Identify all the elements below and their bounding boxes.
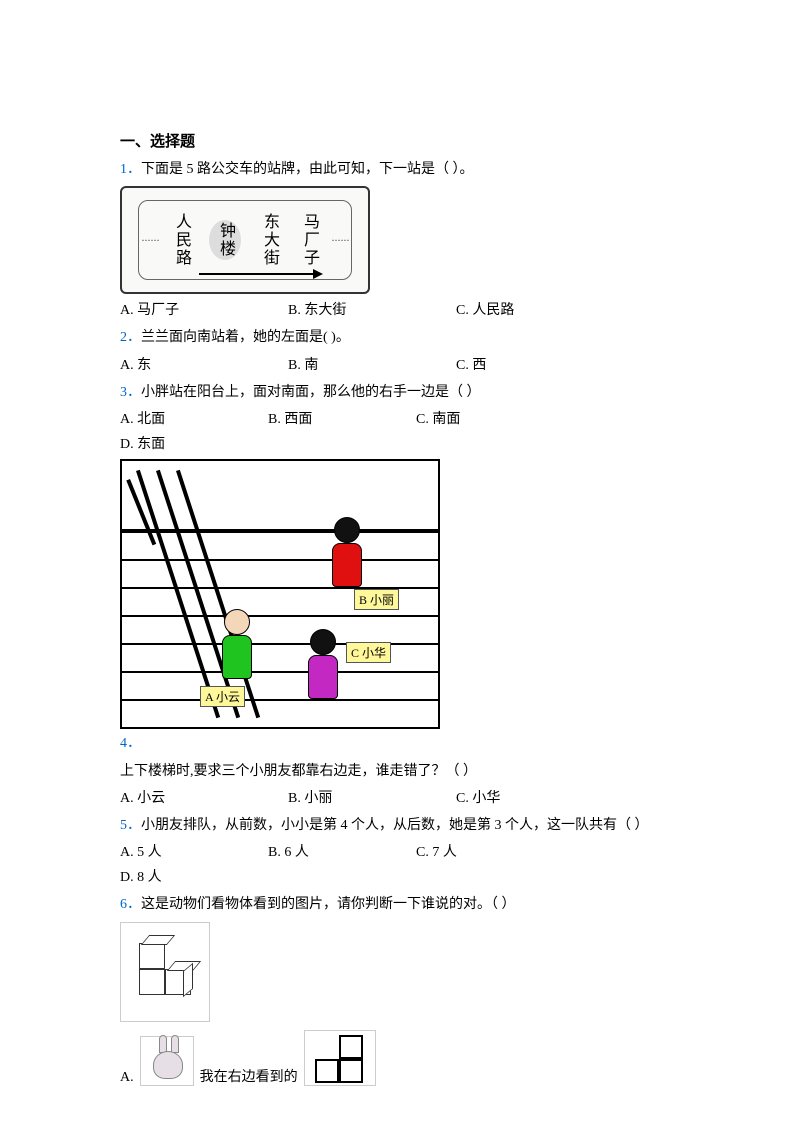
q4-num-line: 4． — [120, 731, 673, 756]
q3-opt-b: B. 西面 — [268, 407, 408, 432]
direction-arrow-icon — [199, 273, 321, 275]
q3-options: A. 北面 B. 西面 C. 南面 D. 东面 — [120, 407, 673, 457]
q2-options: A. 东 B. 南 C. 西 — [120, 353, 673, 378]
stairs-diagram: A 小云 B 小丽 C 小华 — [120, 459, 440, 729]
kid-c-body-icon — [308, 655, 338, 699]
q4-opt-b: B. 小丽 — [288, 786, 448, 811]
q6-opt-a-prefix: A. — [120, 1070, 134, 1086]
dots-left: ······ — [141, 233, 159, 248]
q6-num: 6． — [120, 897, 141, 912]
q5-opt-d: D. 8 人 — [120, 865, 260, 890]
cubes-diagram — [120, 922, 210, 1022]
q1-opt-b: B. 东大街 — [288, 298, 448, 323]
bus-sign-inner: ······ 人民路 钟楼 东大街 马厂子 ······ — [138, 200, 352, 280]
q3-text: 小胖站在阳台上，面对南面，那么他的右手一边是（ ） — [141, 385, 481, 400]
q6-text: 这是动物们看物体看到的图片，请你判断一下谁说的对。（ ） — [141, 897, 516, 912]
q2-text: 兰兰面向南站着，她的左面是( )。 — [141, 330, 350, 345]
q2-opt-a: A. 东 — [120, 353, 280, 378]
q4-opt-c: C. 小华 — [456, 786, 616, 811]
q6-opt-a-row: A. 我在右边看到的 — [120, 1030, 673, 1086]
q1-opt-a: A. 马厂子 — [120, 298, 280, 323]
kid-a-label: A 小云 — [200, 686, 245, 707]
handrail-icon — [130, 471, 220, 721]
q4-text: 上下楼梯时,要求三个小朋友都靠右边走，谁走错了？（ ） — [120, 759, 673, 784]
q1-options: A. 马厂子 B. 东大街 C. 人民路 — [120, 298, 673, 323]
kid-b-label: B 小丽 — [354, 589, 399, 610]
q1: 1．下面是 5 路公交车的站牌，由此可知，下一站是（ ）。 — [120, 157, 673, 182]
stop-c: 东大街 — [257, 213, 281, 267]
kid-a-head-icon — [224, 609, 250, 635]
q4-num: 4． — [120, 736, 141, 751]
worksheet-page: 一、选择题 1．下面是 5 路公交车的站牌，由此可知，下一站是（ ）。 ····… — [0, 0, 793, 1126]
dots-right: ······ — [331, 233, 349, 248]
q1-opt-c: C. 人民路 — [456, 298, 616, 323]
q5-opt-c: C. 7 人 — [416, 840, 556, 865]
kid-c-label: C 小华 — [346, 642, 391, 663]
q3-opt-c: C. 南面 — [416, 407, 556, 432]
kid-b-body-icon — [332, 543, 362, 587]
q5-text: 小朋友排队，从前数，小小是第 4 个人，从后数，她是第 3 个人，这一队共有（ … — [141, 818, 649, 833]
q3: 3．小胖站在阳台上，面对南面，那么他的右手一边是（ ） — [120, 380, 673, 405]
q1-text: 下面是 5 路公交车的站牌，由此可知，下一站是（ ）。 — [141, 162, 474, 177]
q5-opt-b: B. 6 人 — [268, 840, 408, 865]
bus-sign-diagram: ······ 人民路 钟楼 东大街 马厂子 ······ — [120, 186, 370, 294]
kid-a — [212, 609, 262, 679]
q5-num: 5． — [120, 818, 141, 833]
rabbit-icon — [140, 1036, 194, 1086]
q2-opt-b: B. 南 — [288, 353, 448, 378]
kid-c-head-icon — [310, 629, 336, 655]
stop-b: 钟楼 — [209, 220, 241, 260]
q1-num: 1． — [120, 162, 141, 177]
q2-opt-c: C. 西 — [456, 353, 616, 378]
q4-opt-a: A. 小云 — [120, 786, 280, 811]
stop-a: 人民路 — [169, 213, 193, 267]
q2-num: 2． — [120, 330, 141, 345]
q6-opt-a-mid: 我在右边看到的 — [200, 1066, 298, 1086]
q3-opt-a: A. 北面 — [120, 407, 260, 432]
kid-b-head-icon — [334, 517, 360, 543]
q2: 2．兰兰面向南站着，她的左面是( )。 — [120, 325, 673, 350]
q6: 6．这是动物们看物体看到的图片，请你判断一下谁说的对。（ ） — [120, 892, 673, 917]
kid-b — [322, 517, 372, 587]
view-grid-icon — [304, 1030, 376, 1086]
q5-opt-a: A. 5 人 — [120, 840, 260, 865]
bus-stops-row: ······ 人民路 钟楼 东大街 马厂子 ······ — [139, 213, 351, 267]
kid-a-body-icon — [222, 635, 252, 679]
q3-num: 3． — [120, 385, 141, 400]
stop-d: 马厂子 — [297, 213, 321, 267]
q4-options: A. 小云 B. 小丽 C. 小华 — [120, 786, 673, 811]
kid-c — [298, 629, 348, 699]
q3-opt-d: D. 东面 — [120, 432, 260, 457]
section-title: 一、选择题 — [120, 130, 673, 151]
q5: 5．小朋友排队，从前数，小小是第 4 个人，从后数，她是第 3 个人，这一队共有… — [120, 813, 673, 838]
q5-options: A. 5 人 B. 6 人 C. 7 人 D. 8 人 — [120, 840, 673, 890]
